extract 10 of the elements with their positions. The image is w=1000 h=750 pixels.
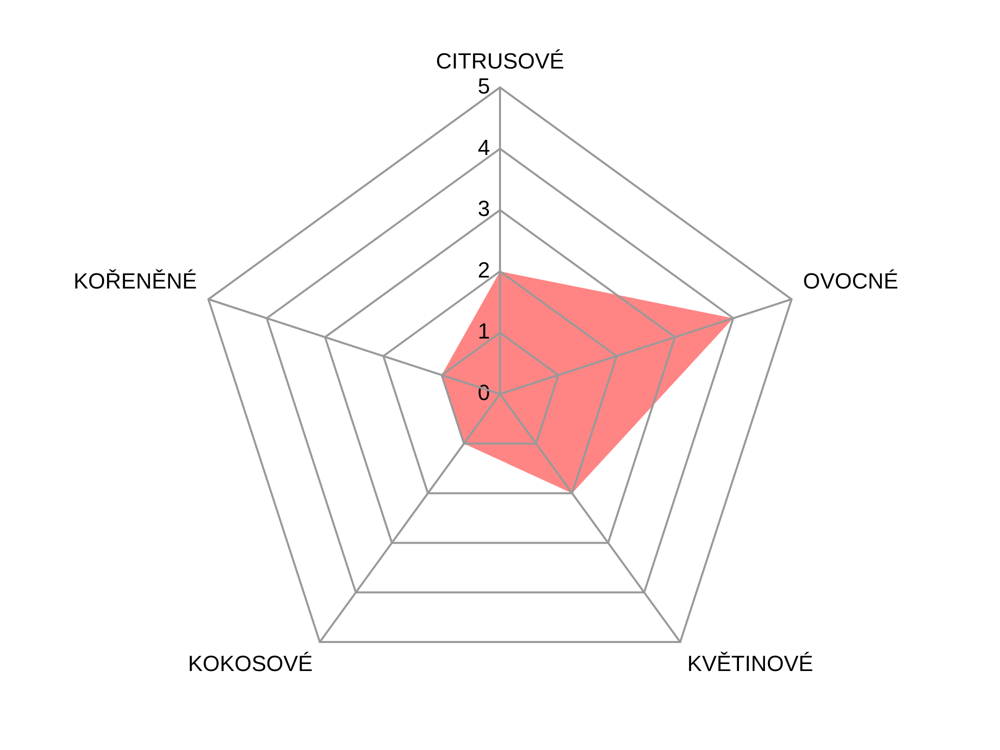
y-tick-label: 5 bbox=[478, 73, 490, 98]
y-tick-label: 1 bbox=[478, 318, 490, 344]
y-tick-label: 4 bbox=[478, 134, 490, 160]
spoke-label: CITRUSOVÉ bbox=[436, 48, 564, 74]
spoke-label: KVĚTINOVÉ bbox=[687, 651, 814, 676]
y-tick-label: 2 bbox=[478, 257, 490, 282]
y-tick-label: 3 bbox=[478, 196, 490, 222]
spoke-label: KOKOSOVÉ bbox=[188, 651, 313, 676]
spoke-label: OVOCNÉ bbox=[803, 268, 898, 294]
spoke-label: KOŘENĚNÉ bbox=[74, 268, 197, 294]
